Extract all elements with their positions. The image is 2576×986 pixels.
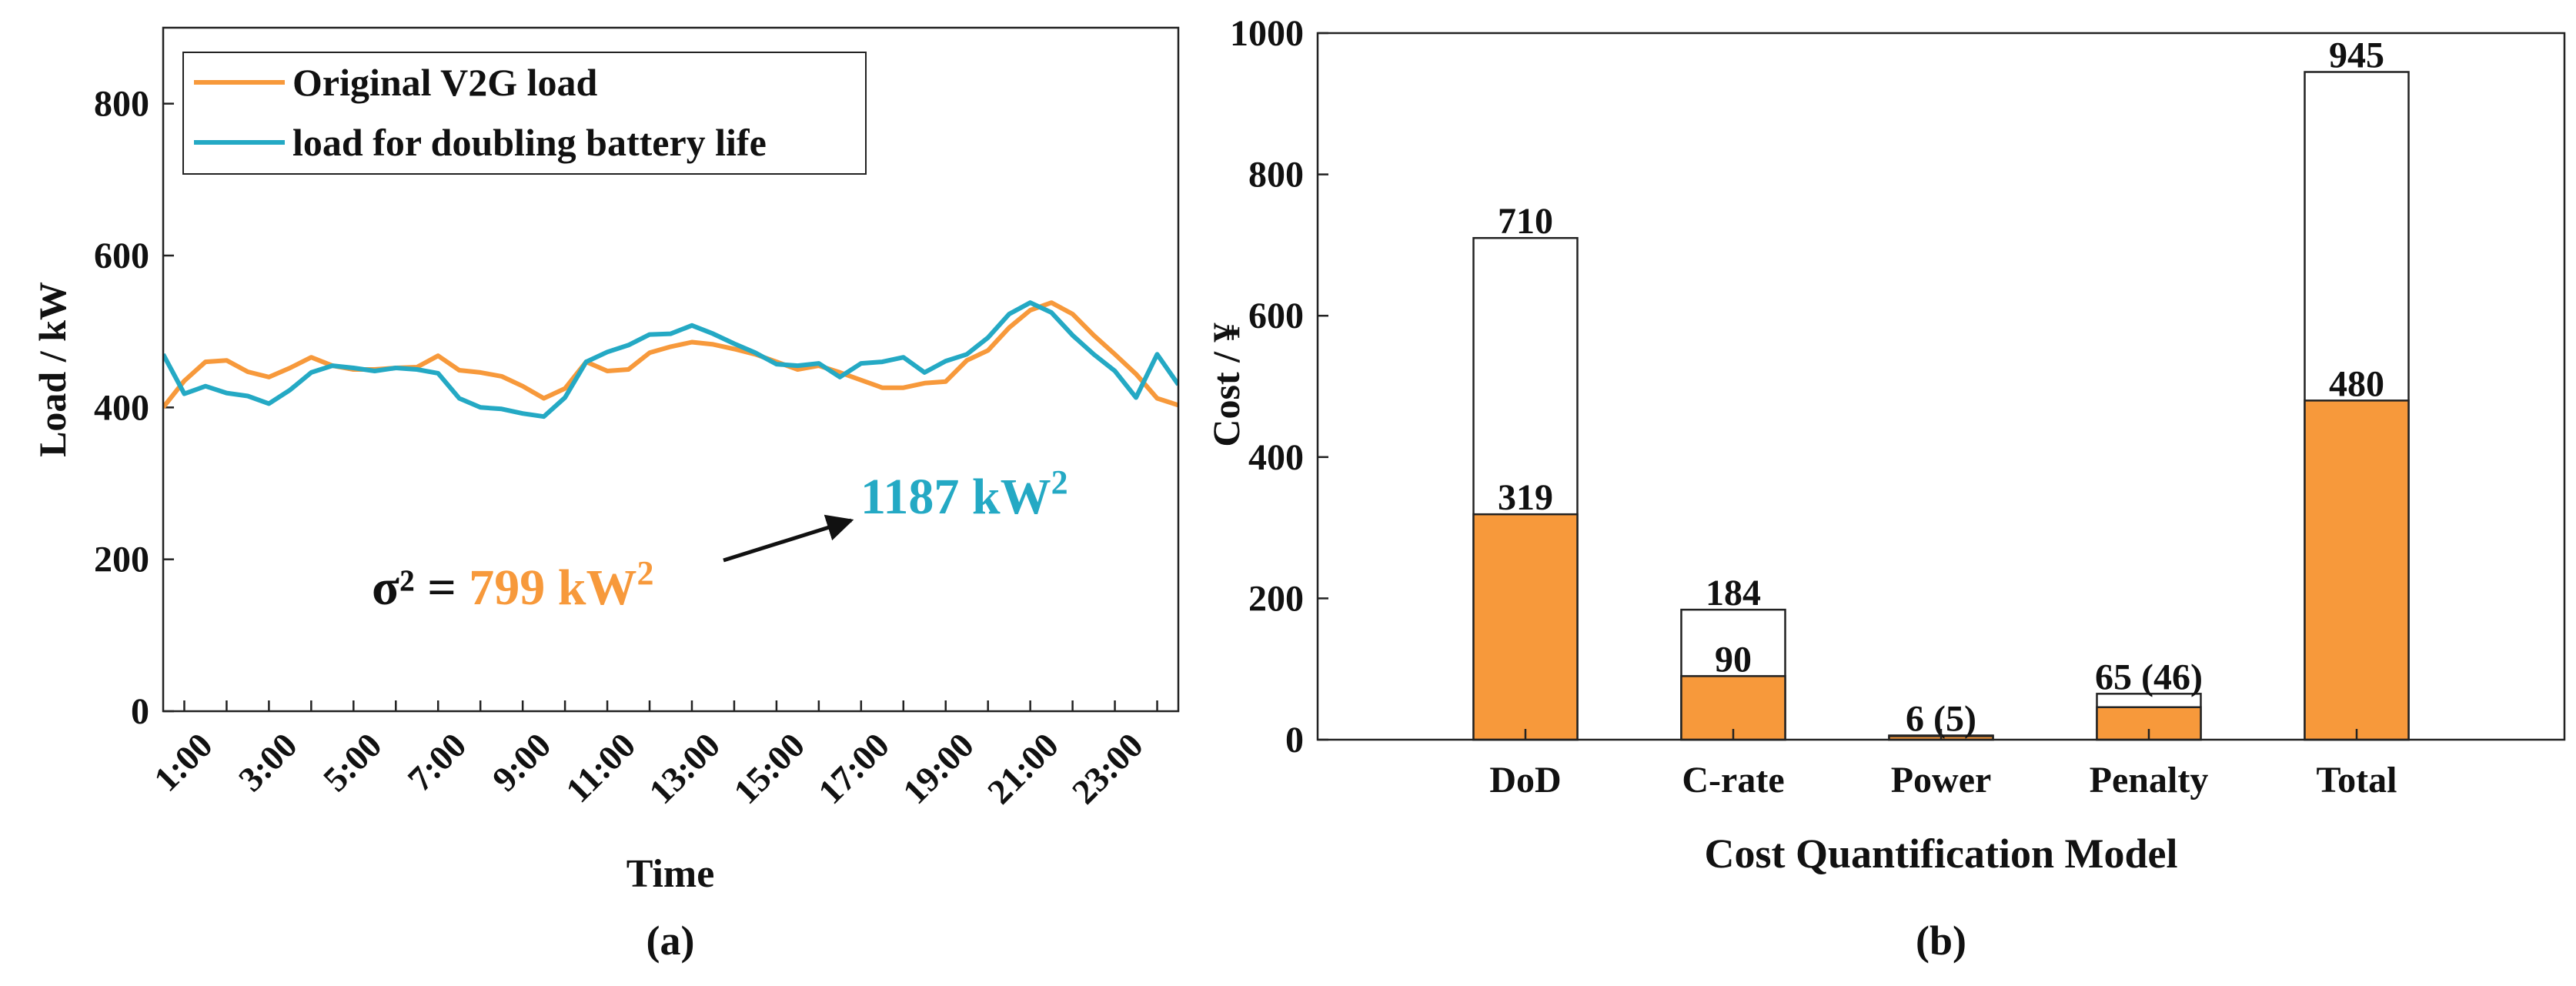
y-tick-label: 0 [131,691,149,732]
x-tick-label: 17:00 [810,725,897,811]
x-tick-label: C-rate [1682,760,1784,800]
x-axis-label: Cost Quantification Model [1705,831,2178,877]
x-tick-label: 9:00 [485,725,559,799]
y-tick-label: 1000 [1230,13,1304,54]
line-series-group [163,300,1178,419]
x-tick-label: Power [1891,760,1992,800]
legend: Original V2G load load for doubling batt… [182,52,867,175]
bar-inner-label: 90 [1715,639,1752,680]
x-tick-label: 13:00 [641,725,727,811]
series-line-doubled [163,300,1178,419]
bar-outer-label: 710 [1498,201,1553,242]
x-tick-label: 19:00 [895,725,981,811]
bar-inner [1472,513,1579,741]
x-tick-label: Penalty [2090,760,2209,800]
plot-frame [162,26,1180,713]
y-tick-label: 800 [94,84,149,125]
legend-box [182,52,867,175]
series-line-original [163,300,1178,409]
doubled-variance-text: 1187 kW2 [860,463,1068,525]
y-tick-label: 200 [94,540,149,580]
x-tick-label: 5:00 [316,725,389,799]
x-tick-label: Total [2317,760,2397,800]
bar-outer-label: 65 (46) [2095,657,2203,697]
doubled-variance: 1187 kW [860,469,1051,525]
doubled-variance-superscript: 2 [1051,463,1068,501]
y-tick-label: 400 [94,387,149,428]
x-tick-label: 15:00 [726,725,812,811]
annotation-arrow [723,514,854,563]
y-axis-label: Cost / ¥ [1204,323,1248,446]
x-tick-label: 23:00 [1064,725,1151,811]
x-tick-label: 7:00 [400,725,474,799]
x-tick-label: 11:00 [558,725,643,810]
bar-inner [2304,399,2410,741]
y-tick-label: 0 [1285,720,1304,760]
variance-annotation: σ² = 799 kW2 1187 kW2 [372,463,1068,616]
original-variance-superscript: 2 [637,554,654,592]
y-tick-label: 400 [1248,437,1304,478]
y-tick-label: 800 [1248,155,1304,196]
bar-inner-label: 319 [1498,477,1553,518]
y-tick-label: 200 [1248,578,1304,619]
x-tick-label: DoD [1489,760,1561,800]
y-axis: 0 200 400 600 800 1000 [1230,13,1328,760]
bar-inner-label: 480 [2329,363,2384,404]
plot-frame [1316,32,2566,741]
bar-outer-label: 945 [2329,35,2384,75]
y-axis-label: Load / kW [31,282,74,457]
x-tick-label: 21:00 [980,725,1066,811]
y-tick-label: 600 [1248,296,1304,336]
x-axis: DoD C-rate Power Penalty Total [1489,729,2397,800]
y-tick-label: 600 [94,236,149,276]
legend-label-doubled: load for doubling battery life [292,121,767,164]
panel-label: (a) [647,917,695,964]
sigma-expression: σ² = 799 kW2 [372,554,654,616]
sigma-prefix: σ² = [372,560,469,616]
y-axis: 0 200 400 600 800 [94,84,174,732]
x-axis-label: Time [626,852,715,896]
x-tick-label: 1:00 [146,725,220,799]
x-axis: 1:00 3:00 5:00 7:00 9:00 11:0013:0015:0017:00… [146,700,1158,811]
panel-label: (b) [1916,917,1966,964]
bar-outer-label: 184 [1706,573,1761,613]
legend-label-original: Original V2G load [292,61,598,104]
x-tick-label: 3:00 [231,725,305,799]
original-variance: 799 kW [469,560,636,616]
